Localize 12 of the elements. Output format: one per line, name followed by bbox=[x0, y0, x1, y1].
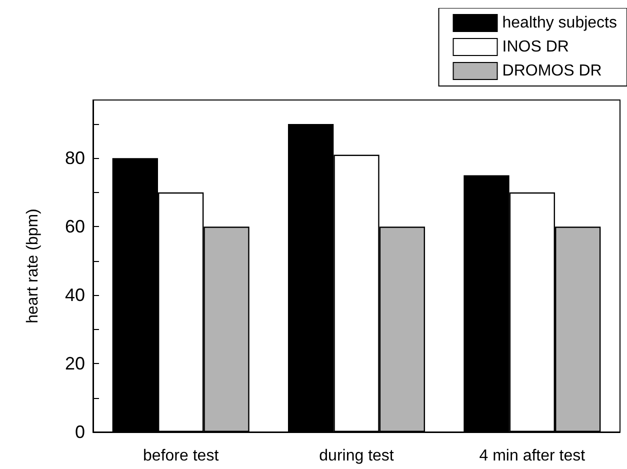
y-axis-title: heart rate (bpm) bbox=[24, 208, 42, 324]
x-tick-label: 4 min after test bbox=[479, 448, 586, 464]
y-tick-label: 20 bbox=[64, 354, 85, 374]
x-tick-label: during test bbox=[319, 448, 394, 464]
legend-label: INOS DR bbox=[502, 38, 569, 56]
y-tick-label: 60 bbox=[64, 216, 85, 237]
legend-label: healthy subjects bbox=[502, 14, 617, 32]
y-tick-label: 40 bbox=[64, 285, 85, 306]
x-tick-label: before test bbox=[143, 448, 220, 464]
y-tick-label: 80 bbox=[64, 148, 85, 168]
y-tick-label: 0 bbox=[74, 422, 85, 442]
legend-label: DROMOS DR bbox=[502, 62, 602, 80]
